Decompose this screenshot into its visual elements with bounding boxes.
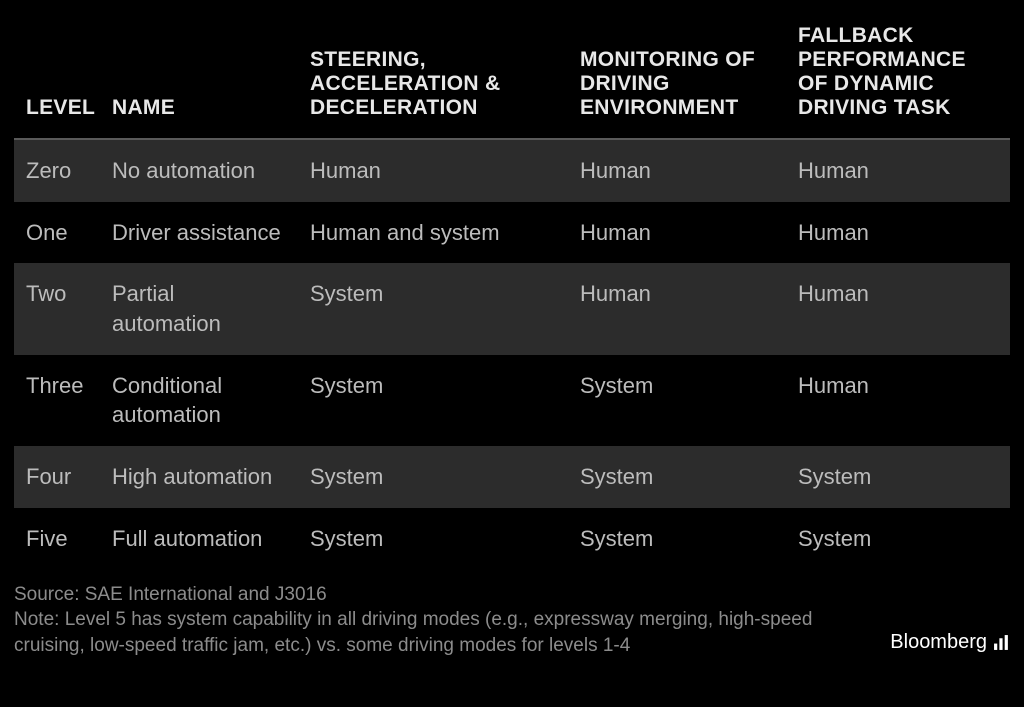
cell-steer: System (298, 446, 568, 508)
col-header-name: NAME (100, 14, 298, 139)
cell-monitor: Human (568, 202, 786, 264)
col-header-steer: STEERING, ACCELERATION & DECELERATION (298, 14, 568, 139)
cell-level: Five (14, 508, 100, 570)
cell-name: High automation (100, 446, 298, 508)
cell-name: Conditional automation (100, 355, 298, 446)
cell-level: Four (14, 446, 100, 508)
cell-level: Three (14, 355, 100, 446)
cell-fall: Human (786, 263, 1010, 354)
table-row: Three Conditional automation System Syst… (14, 355, 1010, 446)
bloomberg-icon (993, 634, 1010, 651)
cell-level: Zero (14, 139, 100, 202)
note-text: Note: Level 5 has system capability in a… (14, 607, 824, 658)
table-row: One Driver assistance Human and system H… (14, 202, 1010, 264)
table-header-row: LEVEL NAME STEERING, ACCELERATION & DECE… (14, 14, 1010, 139)
cell-fall: Human (786, 202, 1010, 264)
table-row: Five Full automation System System Syste… (14, 508, 1010, 570)
cell-fall: Human (786, 355, 1010, 446)
bloomberg-logo: Bloomberg (890, 631, 1010, 658)
cell-monitor: System (568, 508, 786, 570)
cell-level: One (14, 202, 100, 264)
cell-monitor: System (568, 355, 786, 446)
cell-monitor: System (568, 446, 786, 508)
logo-text: Bloomberg (890, 631, 987, 654)
col-header-level: LEVEL (14, 14, 100, 139)
cell-fall: System (786, 508, 1010, 570)
footer: Source: SAE International and J3016 Note… (0, 570, 1024, 669)
cell-name: No automation (100, 139, 298, 202)
cell-monitor: Human (568, 263, 786, 354)
table-row: Zero No automation Human Human Human (14, 139, 1010, 202)
cell-steer: System (298, 263, 568, 354)
col-header-monitor: MONITORING OF DRIVING ENVIRONMENT (568, 14, 786, 139)
cell-steer: System (298, 355, 568, 446)
cell-name: Partial automation (100, 263, 298, 354)
table-row: Two Partial automation System Human Huma… (14, 263, 1010, 354)
automation-levels-table: LEVEL NAME STEERING, ACCELERATION & DECE… (14, 14, 1010, 570)
cell-fall: System (786, 446, 1010, 508)
table-row: Four High automation System System Syste… (14, 446, 1010, 508)
cell-steer: System (298, 508, 568, 570)
col-header-fall: FALLBACK PERFORMANCE OF DYNAMIC DRIVING … (786, 14, 1010, 139)
cell-steer: Human (298, 139, 568, 202)
table-container: LEVEL NAME STEERING, ACCELERATION & DECE… (0, 0, 1024, 570)
footer-text: Source: SAE International and J3016 Note… (14, 582, 824, 659)
cell-name: Driver assistance (100, 202, 298, 264)
cell-steer: Human and system (298, 202, 568, 264)
cell-monitor: Human (568, 139, 786, 202)
cell-level: Two (14, 263, 100, 354)
cell-name: Full automation (100, 508, 298, 570)
source-text: Source: SAE International and J3016 (14, 582, 824, 608)
cell-fall: Human (786, 139, 1010, 202)
